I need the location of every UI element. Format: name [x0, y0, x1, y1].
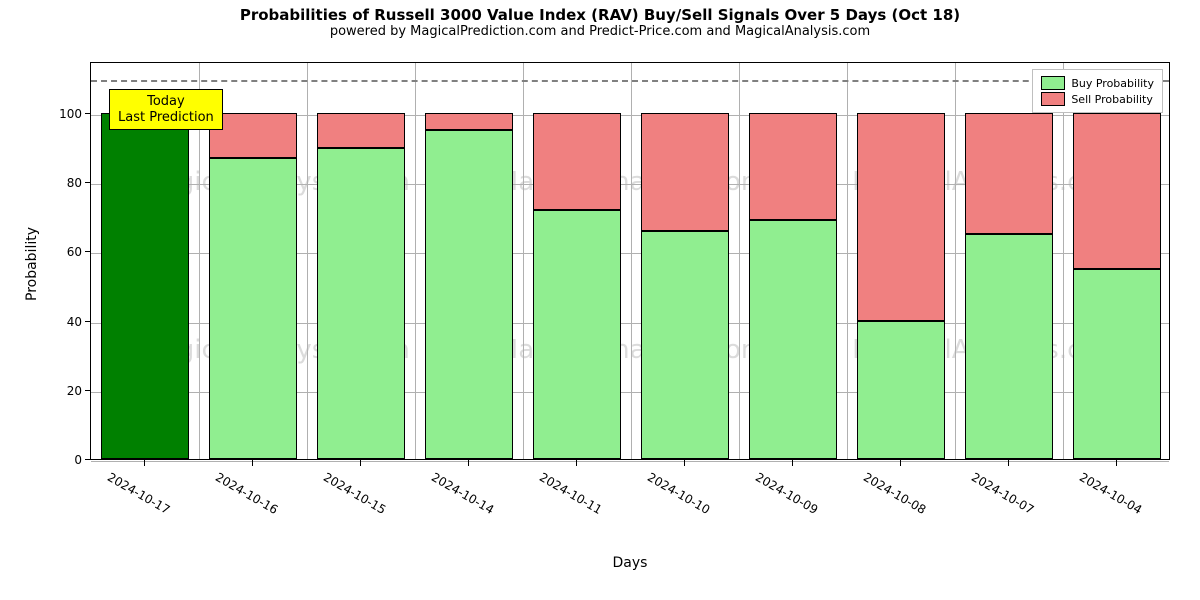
buy-bar [533, 210, 622, 459]
plot-area: MagicalAnalysis.comMagicalAnalysis.comMa… [90, 62, 1170, 460]
x-tick-label: 2024-10-08 [861, 470, 928, 517]
sell-bar [749, 113, 838, 220]
y-tick-label: 60 [67, 245, 82, 259]
bar-group [965, 61, 1054, 459]
bar-group [425, 61, 514, 459]
x-tick-mark [792, 460, 793, 466]
x-tick-mark [468, 460, 469, 466]
chart-container: Probabilities of Russell 3000 Value Inde… [0, 0, 1200, 600]
x-tick-mark [576, 460, 577, 466]
x-tick-label: 2024-10-11 [537, 470, 604, 517]
y-tick-label: 80 [67, 176, 82, 190]
sell-bar [965, 113, 1054, 234]
legend-item-sell: Sell Probability [1041, 92, 1154, 106]
bar-group [533, 61, 622, 459]
buy-bar [641, 231, 730, 459]
x-tick-label: 2024-10-07 [969, 470, 1036, 517]
x-tick-label: 2024-10-17 [105, 470, 172, 517]
buy-bar [1073, 269, 1162, 459]
sell-bar [1073, 113, 1162, 269]
bar-group [641, 61, 730, 459]
legend-label-sell: Sell Probability [1071, 93, 1153, 106]
y-tick-label: 0 [74, 453, 82, 467]
x-tick-mark [1008, 460, 1009, 466]
x-tick-mark [144, 460, 145, 466]
y-tick-mark [85, 321, 91, 322]
y-tick-mark [85, 390, 91, 391]
buy-bar [101, 113, 190, 459]
legend-swatch-buy [1041, 76, 1065, 90]
today-annotation: Today Last Prediction [109, 89, 223, 130]
bars-layer [91, 63, 1169, 459]
bar-group [749, 61, 838, 459]
x-tick-label: 2024-10-09 [753, 470, 820, 517]
y-tick-label: 100 [59, 107, 82, 121]
sell-bar [533, 113, 622, 210]
buy-bar [209, 158, 298, 459]
chart-title: Probabilities of Russell 3000 Value Inde… [0, 0, 1200, 24]
legend-label-buy: Buy Probability [1071, 77, 1154, 90]
today-annotation-line2: Last Prediction [118, 110, 214, 126]
sell-bar [425, 113, 514, 130]
x-tick-label: 2024-10-10 [645, 470, 712, 517]
x-axis-label: Days [90, 555, 1170, 571]
legend-swatch-sell [1041, 92, 1065, 106]
legend: Buy Probability Sell Probability [1032, 69, 1163, 113]
x-tick-mark [360, 460, 361, 466]
x-tick-label: 2024-10-16 [213, 470, 280, 517]
x-tick-mark [1116, 460, 1117, 466]
y-tick-label: 20 [67, 384, 82, 398]
x-tick-label: 2024-10-15 [321, 470, 388, 517]
buy-bar [425, 130, 514, 459]
buy-bar [749, 220, 838, 459]
buy-bar [965, 234, 1054, 459]
sell-bar [317, 113, 406, 148]
legend-item-buy: Buy Probability [1041, 76, 1154, 90]
x-tick-label: 2024-10-04 [1077, 470, 1144, 517]
sell-bar [857, 113, 946, 321]
x-tick-mark [900, 460, 901, 466]
y-tick-mark [85, 251, 91, 252]
y-axis-label: Probability [24, 227, 40, 301]
y-tick-mark [85, 182, 91, 183]
today-annotation-line1: Today [118, 94, 214, 110]
buy-bar [317, 148, 406, 459]
bar-group [317, 61, 406, 459]
bar-group [1073, 61, 1162, 459]
chart-subtitle: powered by MagicalPrediction.com and Pre… [0, 24, 1200, 39]
x-tick-mark [252, 460, 253, 466]
bar-group [857, 61, 946, 459]
y-tick-label: 40 [67, 315, 82, 329]
sell-bar [641, 113, 730, 231]
x-tick-label: 2024-10-14 [429, 470, 496, 517]
buy-bar [857, 321, 946, 459]
y-tick-mark [85, 113, 91, 114]
y-ticks: 020406080100 [0, 62, 90, 460]
x-tick-mark [684, 460, 685, 466]
